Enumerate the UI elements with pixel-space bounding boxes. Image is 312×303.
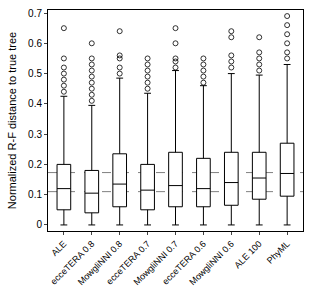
svg-text:0.2: 0.2 [28,159,42,170]
svg-text:ALE: ALE [49,239,68,258]
svg-text:0.5: 0.5 [28,68,42,79]
svg-text:ecceTERA 0.7: ecceTERA 0.7 [104,239,152,287]
svg-text:ecceTERA 0.8: ecceTERA 0.8 [49,239,97,287]
svg-text:ALE 100: ALE 100 [232,239,263,270]
svg-text:0.1: 0.1 [28,189,42,200]
svg-text:0.3: 0.3 [28,129,42,140]
svg-text:0: 0 [36,219,42,230]
svg-text:MowgliNNI 0.8: MowgliNNI 0.8 [76,239,124,287]
svg-text:Normalized R-F distance to tru: Normalized R-F distance to true tree [6,32,18,209]
svg-text:0.4: 0.4 [28,98,42,109]
svg-text:PhyML: PhyML [265,239,292,266]
svg-text:MowgliNNI 0.7: MowgliNNI 0.7 [132,239,180,287]
svg-text:0.6: 0.6 [28,38,42,49]
svg-text:ecceTERA 0.6: ecceTERA 0.6 [160,239,208,287]
svg-text:0.7: 0.7 [28,8,42,19]
svg-text:MowgliNNI 0.6: MowgliNNI 0.6 [187,239,235,287]
